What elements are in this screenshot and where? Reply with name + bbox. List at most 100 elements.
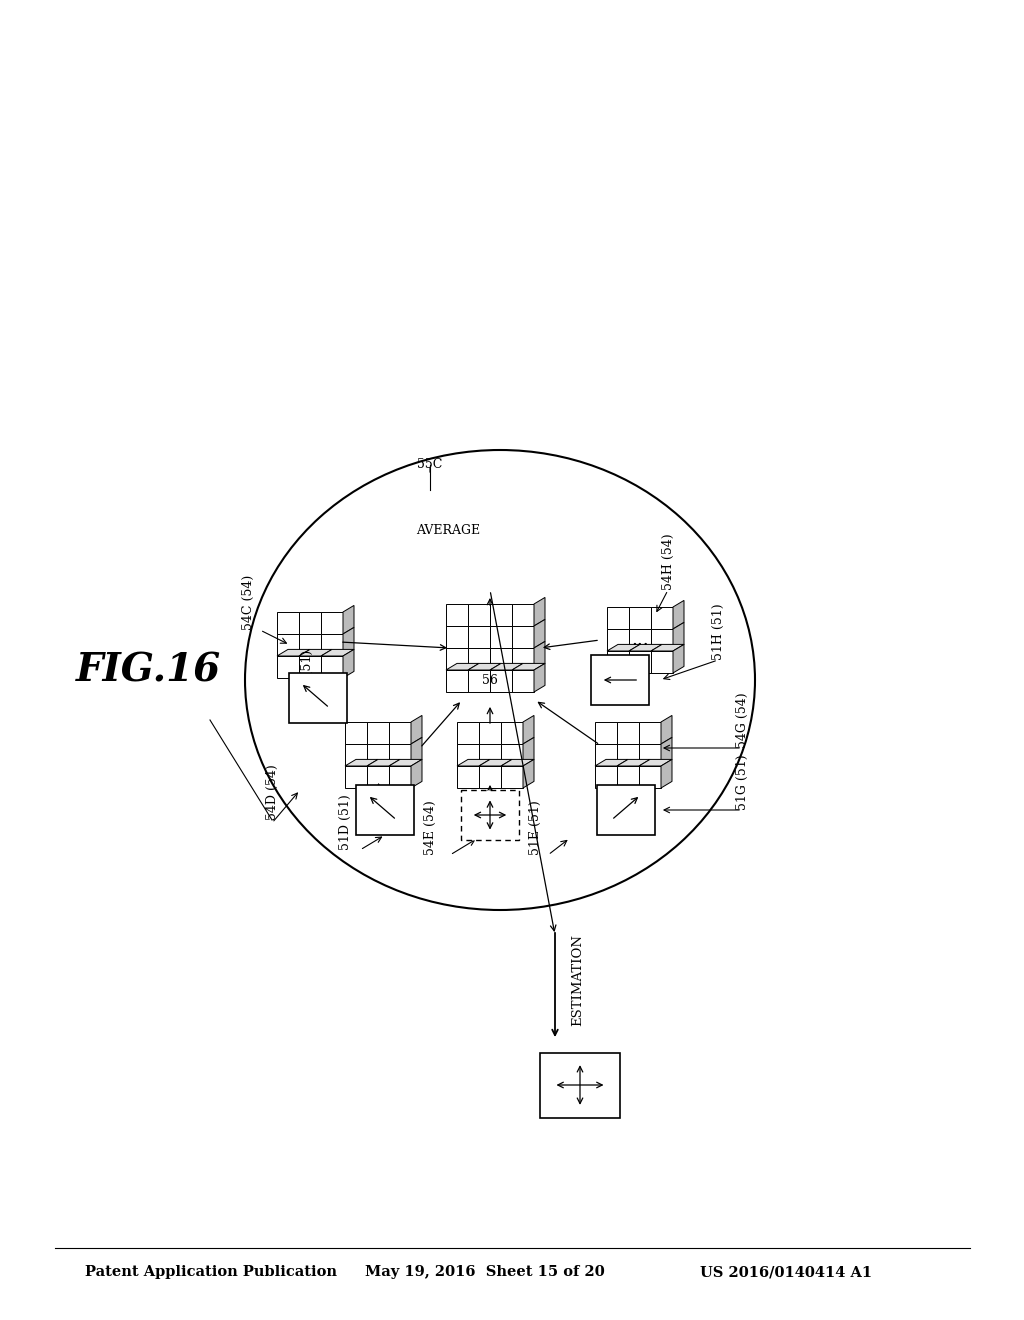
Text: 51E (51): 51E (51): [528, 800, 542, 855]
Polygon shape: [607, 651, 629, 673]
Polygon shape: [278, 656, 299, 678]
Polygon shape: [278, 649, 310, 656]
Polygon shape: [490, 648, 512, 671]
Bar: [289, 673, 347, 723]
Polygon shape: [321, 634, 343, 656]
Polygon shape: [490, 671, 512, 692]
Polygon shape: [345, 766, 367, 788]
Polygon shape: [278, 634, 299, 656]
Bar: [461, 789, 519, 840]
Polygon shape: [457, 744, 479, 766]
Polygon shape: [523, 715, 534, 744]
Polygon shape: [457, 759, 490, 766]
Polygon shape: [343, 649, 354, 678]
Polygon shape: [523, 759, 534, 788]
Text: 51C (51): 51C (51): [300, 649, 313, 705]
Polygon shape: [446, 648, 468, 671]
Polygon shape: [321, 649, 354, 656]
Polygon shape: [651, 607, 673, 630]
Polygon shape: [468, 605, 490, 626]
Polygon shape: [446, 671, 468, 692]
Polygon shape: [479, 744, 501, 766]
Polygon shape: [299, 656, 321, 678]
Polygon shape: [629, 651, 651, 673]
Polygon shape: [595, 722, 617, 744]
Polygon shape: [389, 744, 411, 766]
Polygon shape: [490, 664, 523, 671]
Polygon shape: [617, 744, 639, 766]
Polygon shape: [629, 644, 662, 651]
Polygon shape: [512, 664, 545, 671]
Polygon shape: [673, 623, 684, 651]
Polygon shape: [367, 759, 400, 766]
Polygon shape: [446, 605, 468, 626]
Polygon shape: [389, 722, 411, 744]
Polygon shape: [512, 626, 534, 648]
Polygon shape: [345, 759, 378, 766]
Text: ...: ...: [631, 631, 649, 649]
Text: 51G (51): 51G (51): [735, 754, 749, 810]
Polygon shape: [490, 626, 512, 648]
Polygon shape: [411, 715, 422, 744]
Polygon shape: [457, 766, 479, 788]
Polygon shape: [595, 744, 617, 766]
Polygon shape: [345, 744, 367, 766]
Polygon shape: [321, 612, 343, 634]
Polygon shape: [501, 766, 523, 788]
Bar: [540, 1052, 620, 1118]
Text: 54D (54): 54D (54): [265, 764, 279, 820]
Polygon shape: [299, 649, 332, 656]
Polygon shape: [468, 648, 490, 671]
Polygon shape: [479, 766, 501, 788]
Text: ESTIMATION: ESTIMATION: [571, 935, 584, 1026]
Polygon shape: [617, 759, 650, 766]
Polygon shape: [534, 642, 545, 671]
Polygon shape: [278, 612, 299, 634]
Polygon shape: [534, 598, 545, 626]
Polygon shape: [457, 722, 479, 744]
Polygon shape: [662, 715, 672, 744]
Polygon shape: [367, 766, 389, 788]
Polygon shape: [651, 651, 673, 673]
Text: FIG.16: FIG.16: [76, 651, 220, 689]
Text: AVERAGE: AVERAGE: [416, 524, 480, 536]
Text: 56: 56: [482, 673, 498, 686]
Polygon shape: [501, 759, 534, 766]
Polygon shape: [479, 759, 512, 766]
Polygon shape: [411, 738, 422, 766]
Polygon shape: [501, 722, 523, 744]
Polygon shape: [639, 759, 672, 766]
Polygon shape: [345, 722, 367, 744]
Text: 55C: 55C: [418, 458, 442, 471]
Polygon shape: [617, 722, 639, 744]
Polygon shape: [673, 644, 684, 673]
Polygon shape: [607, 644, 640, 651]
Polygon shape: [468, 626, 490, 648]
Text: 51H (51): 51H (51): [712, 603, 725, 660]
Polygon shape: [673, 601, 684, 630]
Polygon shape: [595, 759, 628, 766]
Polygon shape: [367, 722, 389, 744]
Polygon shape: [595, 766, 617, 788]
Polygon shape: [446, 626, 468, 648]
Text: 54C (54): 54C (54): [242, 574, 255, 630]
Polygon shape: [367, 744, 389, 766]
Polygon shape: [534, 664, 545, 692]
Text: 54H (54): 54H (54): [662, 533, 675, 590]
Polygon shape: [639, 744, 662, 766]
Polygon shape: [512, 671, 534, 692]
Polygon shape: [662, 759, 672, 788]
Polygon shape: [343, 606, 354, 634]
Bar: [597, 785, 655, 836]
Polygon shape: [607, 630, 629, 651]
Polygon shape: [299, 634, 321, 656]
Polygon shape: [651, 630, 673, 651]
Polygon shape: [468, 671, 490, 692]
Polygon shape: [389, 766, 411, 788]
Polygon shape: [639, 766, 662, 788]
Polygon shape: [534, 619, 545, 648]
Polygon shape: [501, 744, 523, 766]
Polygon shape: [512, 605, 534, 626]
Polygon shape: [639, 722, 662, 744]
Polygon shape: [490, 605, 512, 626]
